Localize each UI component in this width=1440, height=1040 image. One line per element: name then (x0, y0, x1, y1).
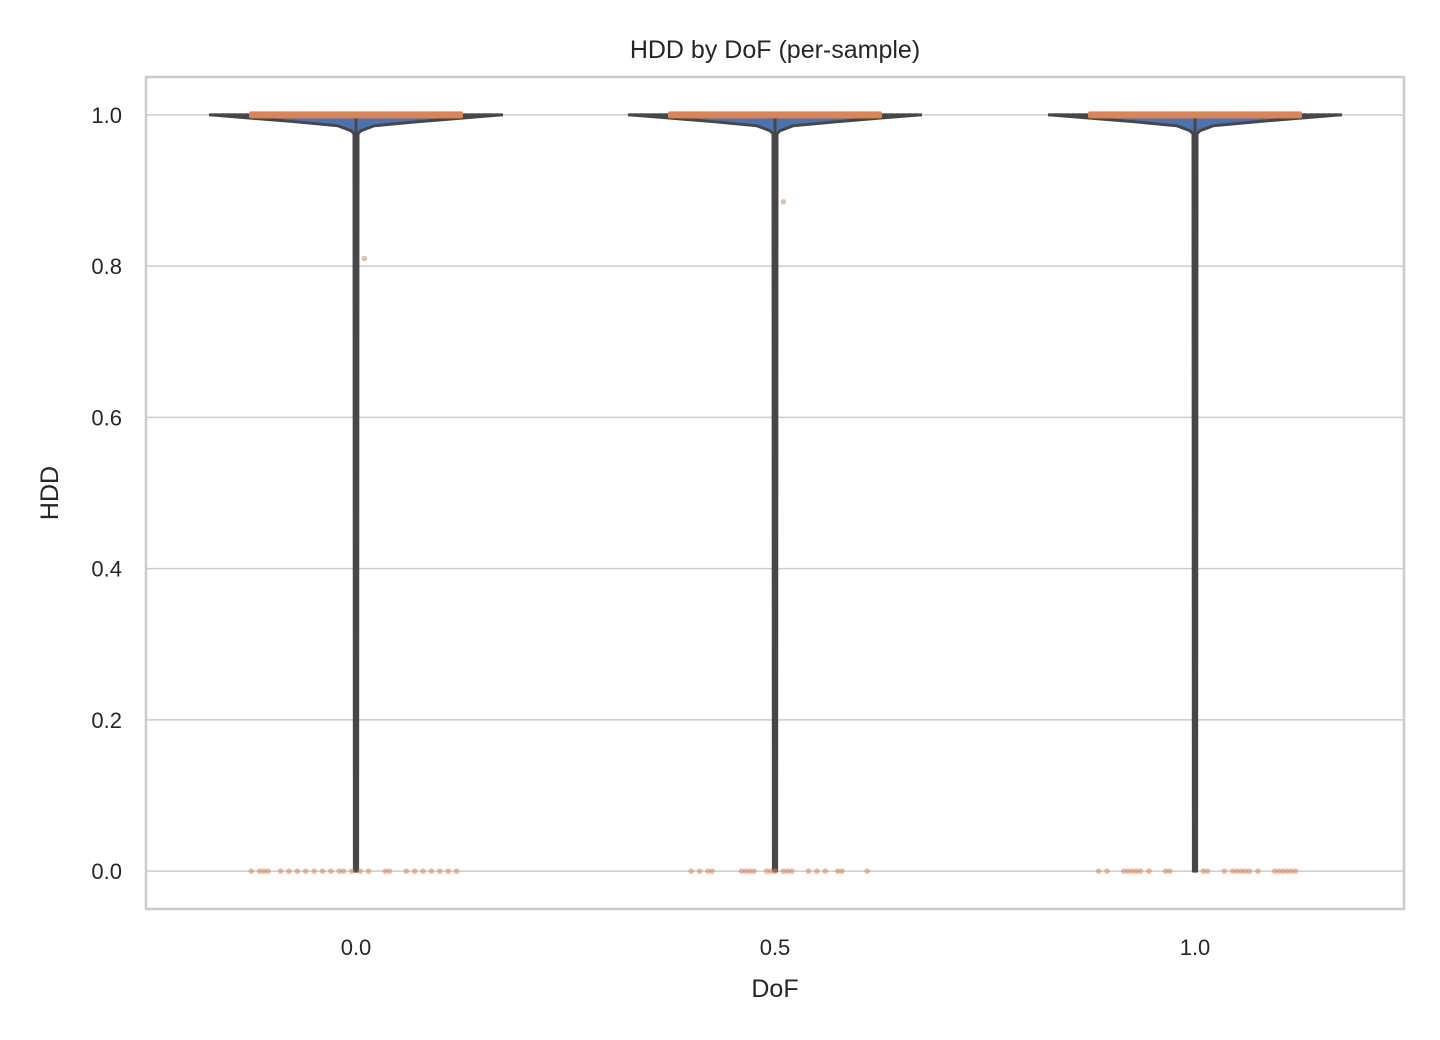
y-axis-label: HDD (36, 466, 64, 520)
data-point (302, 868, 309, 874)
data-point (1167, 868, 1173, 874)
chart-title: HDD by DoF (per-sample) (630, 36, 920, 64)
data-point (1204, 868, 1211, 874)
y-tick-label: 0.4 (91, 557, 122, 582)
data-point (403, 868, 410, 874)
data-point (772, 868, 778, 874)
data-point (696, 868, 703, 874)
data-point (1133, 868, 1140, 874)
scatter-points (248, 199, 1299, 874)
data-point (349, 868, 355, 874)
box-iqr (1088, 111, 1302, 119)
data-point (742, 868, 749, 874)
y-tick-label: 0.0 (91, 859, 122, 884)
data-point (328, 868, 334, 874)
data-point (1292, 868, 1299, 874)
data-point (1288, 868, 1295, 874)
y-tick-label: 0.6 (91, 405, 122, 430)
data-point (1242, 868, 1249, 874)
data-point (1221, 868, 1228, 874)
data-point (780, 868, 787, 874)
data-point (1162, 868, 1169, 874)
data-point (1129, 868, 1135, 874)
data-point (738, 868, 745, 874)
data-point (805, 868, 812, 874)
violins (209, 111, 1342, 873)
data-point (1238, 868, 1244, 874)
x-tick-label: 0.0 (341, 935, 372, 960)
data-point (1234, 868, 1240, 874)
data-point (311, 868, 317, 874)
data-point (1120, 868, 1127, 874)
box-iqr (249, 111, 463, 119)
data-point (1276, 868, 1282, 874)
plot-frame (144, 75, 1406, 911)
data-point (1284, 868, 1290, 874)
data-point (256, 868, 263, 874)
data-point (768, 868, 774, 874)
data-point (437, 868, 443, 874)
data-point (428, 868, 435, 874)
data-point (277, 868, 284, 874)
data-point (361, 255, 368, 262)
data-point (747, 868, 753, 874)
data-point (788, 868, 795, 874)
y-tick-label: 0.2 (91, 708, 122, 733)
y-tick-labels: 0.0 0.2 0.4 0.6 0.8 1.0 (91, 103, 122, 884)
data-point (336, 868, 343, 874)
data-point (1246, 868, 1253, 874)
x-tick-label: 1.0 (1180, 935, 1211, 960)
data-point (780, 199, 787, 205)
data-point (1146, 868, 1152, 874)
data-point (822, 868, 829, 874)
x-tick-label: 0.5 (760, 935, 791, 960)
data-point (411, 868, 418, 874)
data-point (1137, 868, 1144, 874)
data-point (1104, 868, 1110, 874)
data-point (248, 868, 255, 874)
data-point (265, 868, 271, 874)
data-point (1200, 868, 1207, 874)
data-point (705, 868, 711, 874)
data-point (709, 868, 715, 874)
box-iqr (668, 111, 882, 119)
data-point (357, 868, 363, 874)
data-point (839, 868, 845, 874)
data-point (420, 868, 426, 874)
data-point (445, 868, 451, 874)
data-point (1125, 868, 1131, 874)
data-point (784, 868, 791, 874)
data-point (864, 868, 870, 874)
data-point (319, 868, 326, 874)
data-point (1280, 868, 1286, 874)
data-point (1255, 868, 1261, 874)
data-point (814, 868, 820, 874)
data-point (1229, 868, 1236, 874)
data-point (386, 868, 393, 874)
data-point (261, 868, 267, 874)
data-point (1095, 868, 1102, 874)
data-point (365, 868, 372, 874)
data-point (688, 868, 694, 874)
data-point (763, 868, 770, 874)
data-point (340, 868, 347, 874)
y-tick-label: 1.0 (91, 103, 122, 128)
data-point (453, 868, 460, 874)
x-axis-label: DoF (751, 975, 798, 1003)
data-point (286, 868, 292, 874)
data-point (835, 868, 841, 874)
x-tick-labels: 0.0 0.5 1.0 (341, 935, 1211, 960)
data-point (382, 868, 389, 874)
data-point (1271, 868, 1278, 874)
y-tick-label: 0.8 (91, 254, 122, 279)
data-point (751, 868, 757, 874)
data-point (294, 868, 301, 874)
